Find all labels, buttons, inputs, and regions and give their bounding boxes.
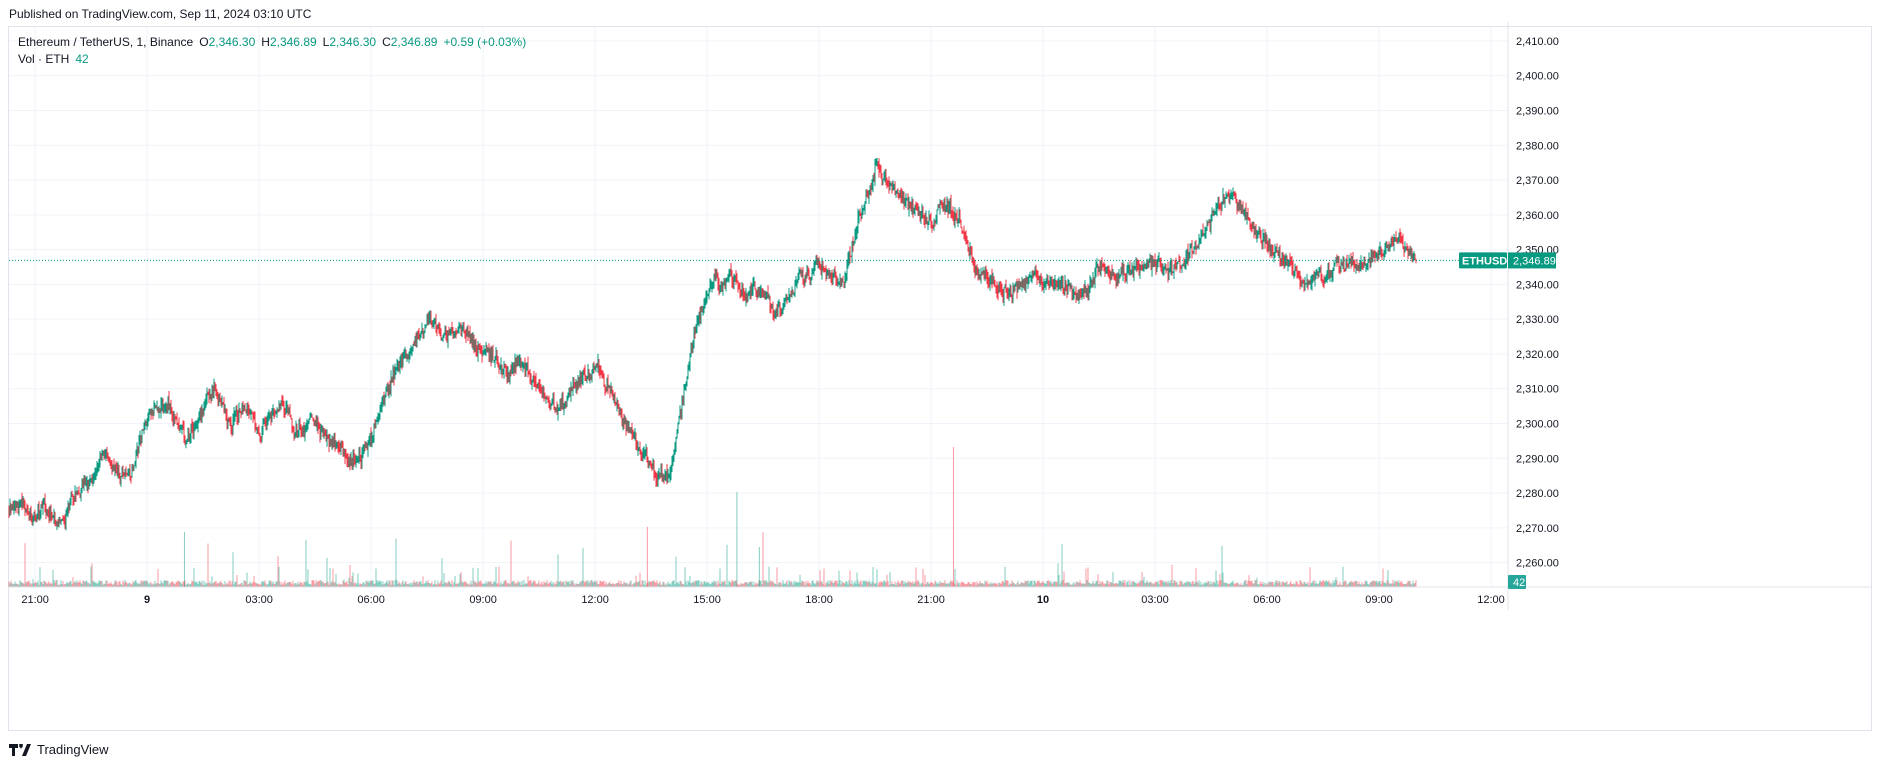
symbol-tag-bg xyxy=(1459,252,1507,269)
symbol-description[interactable]: Ethereum / TetherUS, 1, Binance xyxy=(18,35,194,49)
volume-tag-bg xyxy=(1508,575,1526,589)
volume-value: 42 xyxy=(75,52,89,66)
time-tick-label: 09:00 xyxy=(469,594,497,606)
chart-frame xyxy=(8,26,1872,731)
time-tick-label: 15:00 xyxy=(693,594,721,606)
price-tick-label: 2,400.00 xyxy=(1516,71,1559,83)
price-tick-label: 2,390.00 xyxy=(1516,105,1559,117)
low-label: L xyxy=(322,35,330,49)
price-tick-label: 2,380.00 xyxy=(1516,140,1559,152)
price-tick-label: 2,320.00 xyxy=(1516,349,1559,361)
time-tick-label: 12:00 xyxy=(581,594,609,606)
price-tick-label: 2,360.00 xyxy=(1516,210,1559,222)
open-label: O xyxy=(199,35,209,49)
time-tick-label: 09:00 xyxy=(1365,594,1393,606)
candles-group xyxy=(8,157,1417,531)
brand-name: TradingView xyxy=(37,742,109,757)
time-tick-label: 12:00 xyxy=(1477,594,1505,606)
price-tick-label: 2,290.00 xyxy=(1516,453,1559,465)
tradingview-logo-icon xyxy=(9,743,31,756)
high-label: H xyxy=(261,35,270,49)
price-tick-label: 2,340.00 xyxy=(1516,279,1559,291)
volume-tag-label: 42 xyxy=(1513,577,1525,589)
close-value: 2,346.89 xyxy=(390,35,438,49)
volume-label[interactable]: Vol · ETH xyxy=(18,52,70,66)
price-tick-label: 2,310.00 xyxy=(1516,384,1559,396)
high-value: 2,346.89 xyxy=(269,35,317,49)
time-tick-label: 21:00 xyxy=(21,594,49,606)
low-value: 2,346.30 xyxy=(329,35,377,49)
volume-row: Vol · ETH 42 xyxy=(18,51,526,68)
price-tick-label: 2,270.00 xyxy=(1516,523,1559,535)
price-tick-label: 2,370.00 xyxy=(1516,175,1559,187)
time-tick-label: 03:00 xyxy=(1141,594,1169,606)
published-caption: Published on TradingView.com, Sep 11, 20… xyxy=(9,7,312,21)
ohlc-row: Ethereum / TetherUS, 1, Binance O 2,346.3… xyxy=(18,34,526,51)
price-tick-label: 2,260.00 xyxy=(1516,558,1559,570)
last-price-tag-bg xyxy=(1508,252,1556,269)
time-tick-label: 10 xyxy=(1037,594,1049,606)
time-tick-label: 06:00 xyxy=(1253,594,1281,606)
close-label: C xyxy=(382,35,391,49)
price-tick-label: 2,410.00 xyxy=(1516,36,1559,48)
volume-bars-group xyxy=(8,532,1417,587)
price-tick-label: 2,280.00 xyxy=(1516,488,1559,500)
price-tick-label: 2,330.00 xyxy=(1516,314,1559,326)
footer-brand: TradingView xyxy=(9,742,109,757)
chart-legend: Ethereum / TetherUS, 1, Binance O 2,346.3… xyxy=(18,34,526,68)
open-value: 2,346.30 xyxy=(208,35,256,49)
time-tick-label: 18:00 xyxy=(805,594,833,606)
time-tick-label: 03:00 xyxy=(245,594,273,606)
time-tick-label: 21:00 xyxy=(917,594,945,606)
symbol-tag-label: ETHUSDT xyxy=(1462,255,1514,267)
price-tick-label: 2,300.00 xyxy=(1516,419,1559,431)
time-tick-label: 9 xyxy=(144,594,150,606)
time-tick-label: 06:00 xyxy=(357,594,385,606)
last-price-tag-label: 2,346.89 xyxy=(1513,255,1556,267)
change-value: +0.59 (+0.03%) xyxy=(443,35,527,49)
